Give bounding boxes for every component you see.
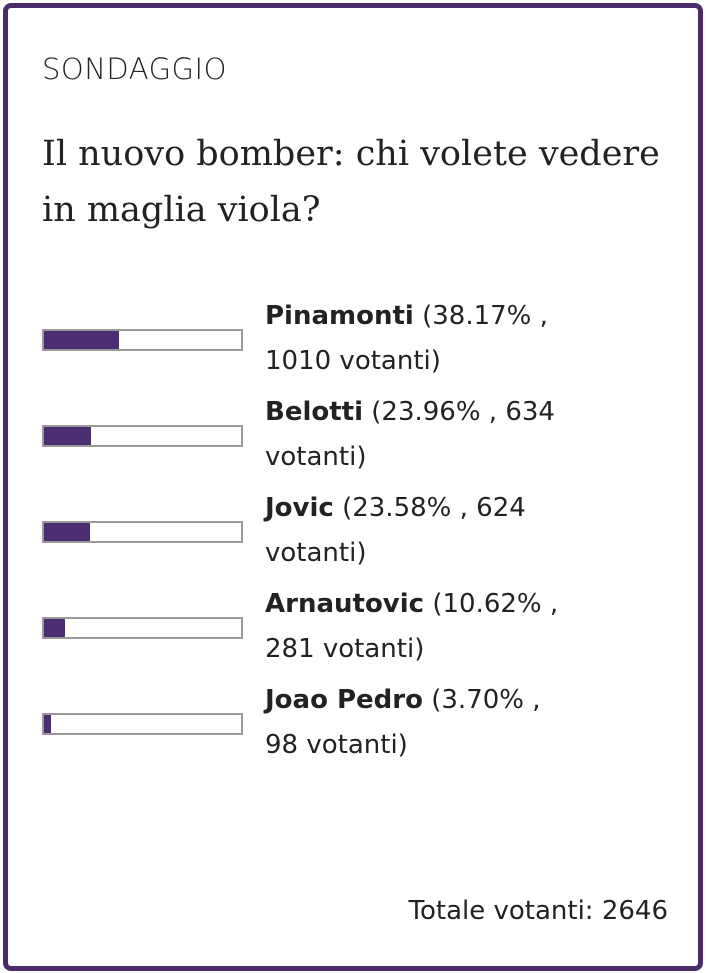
poll-option: Pinamonti (38.17% , 1010 votanti) [8, 294, 698, 390]
option-result: (3.70% , 98 votanti) [265, 685, 541, 760]
option-text: Belotti (23.96% , 634 votanti) [265, 390, 565, 480]
poll-option: Arnautovic (10.62% , 281 votanti) [8, 582, 698, 678]
bar-track [42, 425, 243, 447]
option-text: Arnautovic (10.62% , 281 votanti) [265, 582, 565, 672]
option-result: (23.96% , 634 votanti) [265, 397, 555, 472]
poll-card: SONDAGGIO Il nuovo bomber: chi volete ve… [3, 3, 703, 971]
bar-track [42, 329, 243, 351]
option-name: Arnautovic [265, 589, 425, 619]
bar-fill [44, 715, 52, 733]
poll-option: Joao Pedro (3.70% , 98 votanti) [8, 678, 698, 774]
bar-fill [44, 331, 120, 349]
bar-fill [44, 523, 91, 541]
option-result: (23.58% , 624 votanti) [265, 493, 526, 568]
option-text: Pinamonti (38.17% , 1010 votanti) [265, 294, 565, 384]
option-name: Pinamonti [265, 301, 414, 331]
bar-track [42, 617, 243, 639]
option-name: Belotti [265, 397, 363, 427]
bar-track [42, 713, 243, 735]
bar-fill [44, 619, 65, 637]
option-result: (10.62% , 281 votanti) [265, 589, 559, 664]
bar-fill [44, 427, 92, 445]
kicker: SONDAGGIO [42, 52, 227, 86]
poll-option: Belotti (23.96% , 634 votanti) [8, 390, 698, 486]
option-result: (38.17% , 1010 votanti) [265, 301, 548, 376]
option-text: Joao Pedro (3.70% , 98 votanti) [265, 678, 565, 768]
option-name: Joao Pedro [265, 685, 423, 715]
poll-option: Jovic (23.58% , 624 votanti) [8, 486, 698, 582]
option-text: Jovic (23.58% , 624 votanti) [265, 486, 565, 576]
question: Il nuovo bomber: chi volete vedere in ma… [42, 134, 660, 230]
option-name: Jovic [265, 493, 334, 523]
bar-track [42, 521, 243, 543]
total: Totale votanti: 2646 [408, 896, 669, 926]
